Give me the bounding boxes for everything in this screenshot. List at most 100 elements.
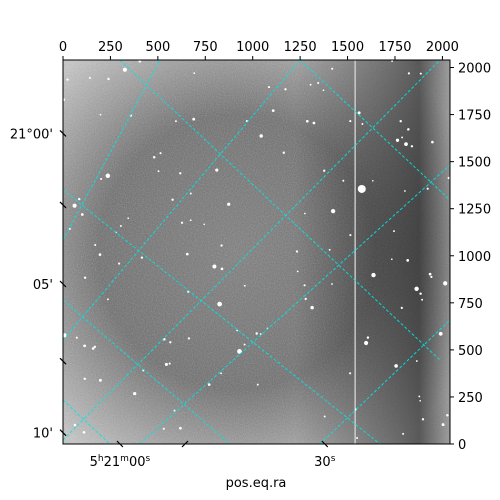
star <box>284 88 287 91</box>
star <box>295 250 299 253</box>
star <box>259 333 262 335</box>
ra-tick-label: 5h21m00s <box>90 454 151 470</box>
star <box>312 121 316 125</box>
star <box>419 292 422 295</box>
ra-tick <box>321 440 329 448</box>
star <box>364 340 369 346</box>
star <box>255 332 258 335</box>
dec-tick <box>59 429 67 437</box>
grid-line <box>63 399 111 444</box>
x-tick-label: 2000 <box>426 40 459 55</box>
star <box>171 198 174 201</box>
star <box>189 219 192 222</box>
star <box>77 197 81 201</box>
grid-line <box>119 60 441 361</box>
star <box>390 258 393 261</box>
star <box>168 362 171 365</box>
star <box>100 177 103 181</box>
star <box>66 78 69 81</box>
star <box>207 383 211 386</box>
y-tick-label: 250 <box>458 391 483 406</box>
star <box>185 252 189 256</box>
dec-tick <box>59 129 67 137</box>
sky-image <box>63 60 450 444</box>
star <box>133 391 137 396</box>
star <box>107 77 110 81</box>
x-tick-label: 1000 <box>236 40 269 55</box>
star <box>349 120 352 123</box>
star <box>122 67 127 72</box>
star <box>304 297 307 301</box>
grid-line <box>63 60 161 241</box>
star <box>189 192 192 195</box>
bright-star <box>357 184 366 193</box>
star <box>446 414 449 417</box>
star <box>88 76 91 79</box>
star <box>394 364 398 368</box>
star <box>162 427 165 430</box>
star <box>317 81 320 85</box>
star <box>75 336 78 339</box>
star <box>426 187 429 190</box>
star <box>428 272 432 276</box>
star <box>443 281 448 286</box>
star <box>323 415 326 418</box>
ra-tick-label: 30s <box>314 454 336 470</box>
star <box>322 89 325 92</box>
y-tick-label: 500 <box>458 344 483 359</box>
grid-line <box>139 164 450 444</box>
x-axis-label: pos.eq.ra <box>226 476 287 491</box>
star <box>140 256 144 259</box>
dec-tick-label: 21°00' <box>10 127 53 142</box>
star <box>83 276 87 279</box>
star <box>271 109 275 112</box>
star <box>296 270 299 273</box>
star <box>152 155 156 159</box>
star <box>93 345 97 349</box>
star <box>282 151 285 154</box>
star <box>303 284 306 287</box>
star <box>157 170 160 173</box>
star <box>305 119 309 123</box>
dec-tick <box>59 201 67 209</box>
dec-tick <box>59 280 67 288</box>
star <box>63 98 66 101</box>
star <box>421 298 424 301</box>
star <box>447 176 450 180</box>
star <box>179 172 182 175</box>
dec-tick <box>59 357 67 365</box>
tick-labels: 0 250 500 750 1000 1250 1500 1750 2000 0 250 500 750… <box>10 40 491 470</box>
star <box>406 259 410 262</box>
star <box>138 60 142 63</box>
star <box>349 234 352 237</box>
star <box>421 418 425 421</box>
star <box>164 362 168 366</box>
star <box>118 262 121 265</box>
star <box>217 301 222 307</box>
star <box>331 283 333 285</box>
star <box>328 248 331 251</box>
star <box>203 223 206 226</box>
x-tick-label: 750 <box>193 40 218 55</box>
grid-line <box>63 60 441 441</box>
star <box>80 213 84 216</box>
y-tick-label: 0 <box>458 438 466 453</box>
star <box>256 383 259 386</box>
ra-tick <box>181 440 189 448</box>
stars <box>63 60 450 439</box>
grid-line <box>63 299 231 444</box>
ra-tick <box>116 440 124 448</box>
star <box>414 286 419 292</box>
star <box>371 179 374 182</box>
star <box>237 349 242 354</box>
star <box>400 306 403 310</box>
grid-line <box>63 60 301 341</box>
y-tick-label: 1750 <box>458 109 491 124</box>
star <box>192 117 196 121</box>
dec-tick-label: 05' <box>33 278 53 293</box>
star <box>361 123 364 125</box>
plot-frame <box>62 59 451 445</box>
star <box>173 409 176 412</box>
star <box>342 179 345 182</box>
star <box>310 305 314 310</box>
